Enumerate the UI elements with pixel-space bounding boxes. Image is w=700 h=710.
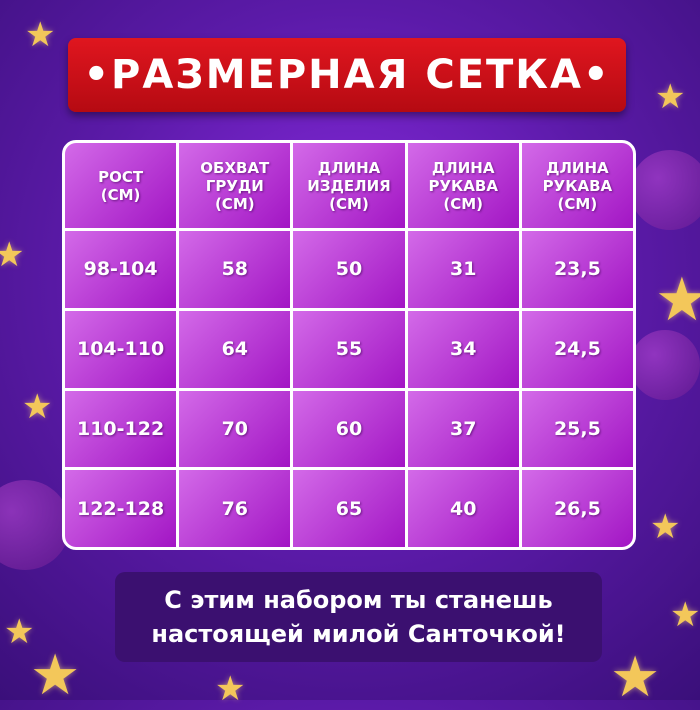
star-icon: ★ (25, 15, 56, 55)
star-icon: ★ (610, 645, 661, 710)
table-cell: 40 (407, 470, 519, 547)
table-cell: 65 (293, 470, 405, 547)
page-title: •РАЗМЕРНАЯ СЕТКА• (68, 38, 626, 112)
header-height: РОСТ (СМ) (65, 143, 177, 228)
table-cell: 64 (179, 310, 291, 388)
star-icon: ★ (4, 612, 35, 652)
size-table: РОСТ (СМ) ОБХВАТ ГРУДИ (СМ) ДЛИНА ИЗДЕЛИ… (62, 140, 636, 550)
table-cell: 70 (179, 390, 291, 468)
header-length: ДЛИНА ИЗДЕЛИЯ (СМ) (293, 143, 405, 228)
table-cell: 23,5 (521, 231, 633, 308)
table-cell: 104-110 (65, 310, 177, 388)
table-cell: 37 (407, 390, 519, 468)
table-cell: 122-128 (65, 470, 177, 547)
table-cell: 24,5 (521, 310, 633, 388)
table-cell: 58 (179, 231, 291, 308)
table-cell: 25,5 (521, 390, 633, 468)
table-cell: 60 (293, 390, 405, 468)
star-icon: ★ (215, 669, 246, 709)
table-cell: 26,5 (521, 470, 633, 547)
table-cell: 31 (407, 231, 519, 308)
table-cell: 110-122 (65, 390, 177, 468)
star-icon: ★ (650, 507, 681, 547)
star-icon: ★ (22, 387, 53, 427)
star-icon: ★ (655, 265, 700, 335)
table-cell: 34 (407, 310, 519, 388)
star-icon: ★ (655, 77, 686, 117)
star-icon: ★ (0, 235, 25, 275)
slogan-box: С этим набором ты станешь настоящей мило… (115, 572, 602, 662)
ornament (630, 150, 700, 230)
slogan-line-1: С этим набором ты станешь (164, 586, 553, 614)
table-cell: 50 (293, 231, 405, 308)
table-cell: 98-104 (65, 231, 177, 308)
slogan-line-2: настоящей милой Санточкой! (151, 620, 566, 648)
header-chest: ОБХВАТ ГРУДИ (СМ) (179, 143, 291, 228)
ornament (630, 330, 700, 400)
ornament (0, 480, 70, 570)
star-icon: ★ (670, 595, 700, 635)
table-cell: 55 (293, 310, 405, 388)
table-cell: 76 (179, 470, 291, 547)
header-sleeve-2: ДЛИНА РУКАВА (СМ) (521, 143, 633, 228)
star-icon: ★ (30, 643, 81, 708)
header-sleeve: ДЛИНА РУКАВА (СМ) (407, 143, 519, 228)
